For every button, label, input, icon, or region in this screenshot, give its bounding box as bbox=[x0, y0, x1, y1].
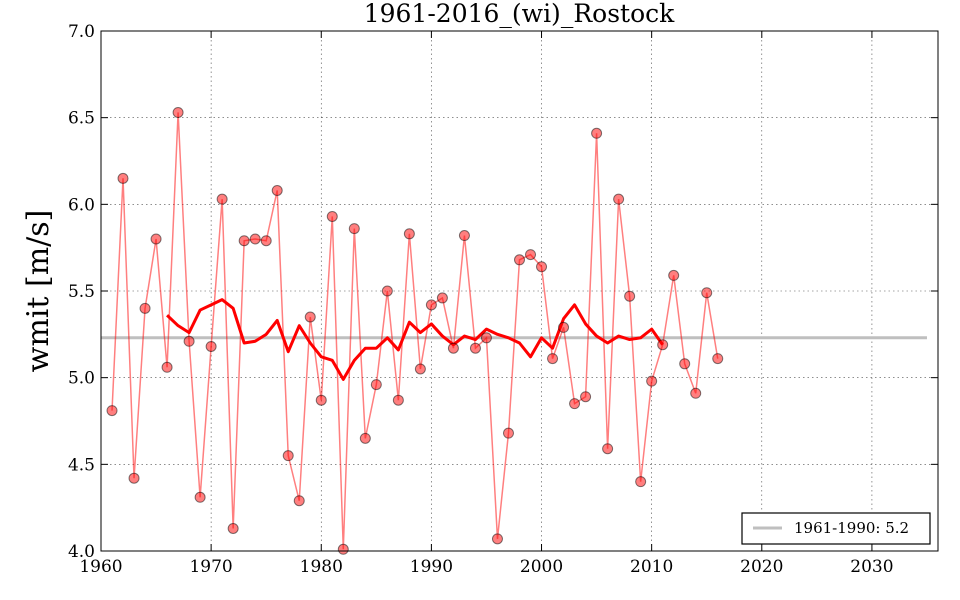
annual-value-point bbox=[183, 335, 195, 347]
annual-value-point bbox=[326, 210, 338, 222]
annual-value-point bbox=[117, 172, 129, 184]
annual-values-line bbox=[111, 112, 719, 550]
chart-title: 1961-2016_(wi)_Rostock bbox=[364, 0, 675, 28]
annual-value-point bbox=[491, 533, 503, 545]
annual-value-point bbox=[569, 398, 581, 410]
y-axis-label: wmit [m/s] bbox=[21, 210, 56, 373]
annual-value-point bbox=[602, 443, 614, 455]
annual-value-point bbox=[337, 543, 349, 555]
x-tick-label: 1980 bbox=[300, 557, 343, 577]
annual-value-point bbox=[128, 472, 140, 484]
annual-value-point bbox=[205, 340, 217, 352]
annual-value-point bbox=[458, 230, 470, 242]
annual-value-point bbox=[139, 302, 151, 314]
x-tick-label: 1970 bbox=[189, 557, 232, 577]
annual-value-point bbox=[370, 379, 382, 391]
annual-value-point bbox=[414, 363, 426, 375]
annual-value-point bbox=[282, 450, 294, 462]
y-tick-label: 5.0 bbox=[68, 369, 95, 389]
y-tick-label: 6.5 bbox=[68, 109, 95, 129]
x-tick-label: 2010 bbox=[630, 557, 673, 577]
x-tick-label: 2030 bbox=[850, 557, 893, 577]
annual-value-point bbox=[271, 184, 283, 196]
x-tick-label: 1960 bbox=[79, 557, 122, 577]
annual-value-point bbox=[613, 193, 625, 205]
legend-label: 1961-1990: 5.2 bbox=[794, 519, 909, 537]
annual-value-point bbox=[646, 375, 658, 387]
annual-value-point bbox=[679, 358, 691, 370]
annual-value-point bbox=[712, 353, 724, 365]
annual-value-point bbox=[690, 387, 702, 399]
annual-value-point bbox=[469, 342, 481, 354]
annual-value-point bbox=[436, 292, 448, 304]
annual-value-point bbox=[194, 491, 206, 503]
annual-value-point bbox=[502, 427, 514, 439]
series-layer bbox=[101, 106, 927, 555]
annual-value-point bbox=[536, 261, 548, 273]
y-tick-label: 5.5 bbox=[68, 282, 95, 302]
ticks: 1960 1970 1980 1990 2000 2010 2020 2030 4.0 4.5 5.… bbox=[68, 22, 938, 577]
annual-value-point bbox=[547, 353, 559, 365]
annual-value-point bbox=[558, 321, 570, 333]
annual-value-point bbox=[657, 339, 669, 351]
annual-value-point bbox=[580, 391, 592, 403]
legend: 1961-1990: 5.2 bbox=[741, 512, 931, 545]
annual-value-point bbox=[591, 127, 603, 139]
annual-value-point bbox=[238, 235, 250, 247]
annual-value-point bbox=[624, 290, 636, 302]
annual-value-point bbox=[106, 405, 118, 417]
annual-value-point bbox=[392, 394, 404, 406]
y-tick-label: 4.5 bbox=[68, 455, 95, 475]
annual-value-point bbox=[381, 285, 393, 297]
annual-value-point bbox=[315, 394, 327, 406]
annual-value-point bbox=[635, 476, 647, 488]
y-tick-label: 4.0 bbox=[68, 542, 95, 562]
annual-value-point bbox=[172, 106, 184, 118]
annual-value-point bbox=[525, 249, 537, 261]
annual-value-point bbox=[480, 332, 492, 344]
x-tick-label: 2000 bbox=[520, 557, 563, 577]
annual-value-point bbox=[668, 269, 680, 281]
annual-value-point bbox=[161, 361, 173, 373]
x-tick-label: 1990 bbox=[410, 557, 453, 577]
annual-value-point bbox=[403, 228, 415, 240]
grid bbox=[101, 31, 938, 551]
annual-value-point bbox=[359, 432, 371, 444]
annual-value-point bbox=[514, 254, 525, 266]
annual-value-point bbox=[260, 235, 272, 247]
annual-value-point bbox=[425, 299, 437, 311]
annual-value-point bbox=[701, 287, 713, 299]
annual-value-point bbox=[150, 233, 162, 245]
annual-value-point bbox=[293, 495, 305, 507]
annual-value-point bbox=[304, 311, 316, 323]
y-tick-label: 7.0 bbox=[68, 22, 95, 42]
annual-value-point bbox=[227, 522, 239, 534]
y-tick-label: 6.0 bbox=[68, 195, 95, 215]
annual-value-point bbox=[348, 223, 360, 235]
annual-value-point bbox=[216, 193, 228, 205]
x-tick-label: 2020 bbox=[740, 557, 783, 577]
annual-value-point bbox=[447, 342, 459, 354]
annual-value-point bbox=[249, 233, 261, 245]
running-mean-line bbox=[166, 298, 664, 381]
